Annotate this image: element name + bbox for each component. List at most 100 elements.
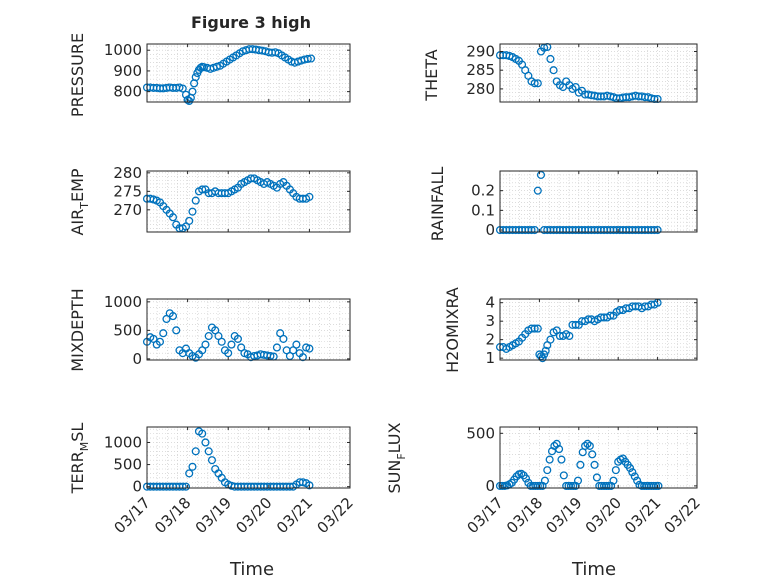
axes-frame xyxy=(146,43,351,103)
grid xyxy=(499,170,698,232)
grid xyxy=(146,427,351,488)
ylabel-air-temp-sub: T xyxy=(78,202,91,210)
data-point xyxy=(588,450,597,459)
data-point xyxy=(536,170,546,179)
data-point xyxy=(521,474,531,483)
data-point xyxy=(168,213,178,222)
data-point xyxy=(543,466,552,475)
data-point xyxy=(571,320,580,329)
data-point xyxy=(178,482,187,491)
y-tick-label: 1000 xyxy=(104,41,142,59)
subplot-mixdepth: 0 500 1000 xyxy=(104,293,351,368)
data-point xyxy=(172,326,181,335)
y-tick-label: 270 xyxy=(113,201,142,219)
y-tick-label: 0.1 xyxy=(471,201,495,219)
data-point xyxy=(530,225,539,235)
y-tick-label: 500 xyxy=(113,456,142,474)
data-point xyxy=(201,438,210,447)
y-tick-label: 1 xyxy=(485,349,495,367)
data-point xyxy=(227,340,236,349)
ylabel-air-temp: AIRTEMP xyxy=(68,168,91,235)
y-tick-label: 285 xyxy=(466,61,495,79)
data-point xyxy=(292,340,301,349)
ylabel-rainfall: RAINFALL xyxy=(428,167,447,242)
series-markers xyxy=(142,427,314,491)
data-point xyxy=(573,476,583,485)
data-point xyxy=(540,476,549,485)
data-point xyxy=(565,331,574,341)
subplot-rainfall: 0 0.10.2 xyxy=(471,170,698,239)
data-point xyxy=(557,455,566,464)
series-markers xyxy=(495,170,662,235)
y-tick-label: 800 xyxy=(113,83,142,101)
data-point xyxy=(201,340,210,349)
data-point xyxy=(306,54,316,63)
data-point xyxy=(569,481,578,490)
ylabel-terr-msl-tail: SL xyxy=(68,423,87,442)
ylabel-sun-flux-main: SUN xyxy=(385,460,404,494)
series-markers xyxy=(495,298,662,363)
data-point xyxy=(581,441,590,450)
y-tick-label: 900 xyxy=(113,62,142,80)
data-point xyxy=(576,460,585,469)
data-point xyxy=(181,482,191,491)
xlabel-time-right: Time xyxy=(571,559,616,580)
data-point xyxy=(546,335,555,344)
y-tick-label: 2 xyxy=(485,331,495,349)
data-point xyxy=(298,478,307,487)
ylabel-sun-flux: SUNFLUX xyxy=(385,422,408,493)
data-point xyxy=(530,79,539,88)
y-tick-label: 0 xyxy=(132,350,142,368)
ylabel-theta: THETA xyxy=(422,49,441,101)
subplot-pressure: 800 900 1000 xyxy=(104,41,351,106)
data-point xyxy=(625,463,635,473)
y-tick-label: 500 xyxy=(113,321,142,339)
data-point xyxy=(609,476,618,485)
axes-frame xyxy=(146,298,351,361)
data-point xyxy=(555,445,564,454)
data-point xyxy=(191,73,200,82)
axes-frame xyxy=(499,298,698,361)
data-point xyxy=(198,185,207,194)
ylabel-sun-flux-sub: F xyxy=(395,453,408,459)
data-point xyxy=(633,476,642,485)
data-point xyxy=(178,84,187,93)
data-point xyxy=(185,469,194,478)
data-point xyxy=(533,186,542,195)
xlabel-time-left: Time xyxy=(229,559,274,580)
y-tick-label: 4 xyxy=(485,294,495,312)
data-point xyxy=(185,216,194,225)
data-point xyxy=(266,351,275,361)
data-point xyxy=(527,225,536,235)
data-point xyxy=(198,429,207,438)
data-point xyxy=(545,455,554,464)
data-point xyxy=(191,196,200,205)
data-point xyxy=(191,447,200,456)
y-tick-label: 1000 xyxy=(104,433,142,451)
ylabel-sun-flux-tail: LUX xyxy=(385,422,404,453)
y-tick-label: 1000 xyxy=(104,293,142,311)
series-markers xyxy=(142,45,316,106)
data-point xyxy=(536,481,545,490)
y-tick-label: 280 xyxy=(113,164,142,182)
data-point xyxy=(188,87,197,96)
axes-frame xyxy=(499,170,698,233)
data-point xyxy=(592,473,601,482)
data-point xyxy=(602,481,611,490)
data-point xyxy=(204,332,213,341)
data-point xyxy=(651,481,661,490)
data-point xyxy=(188,207,197,216)
ylabel-terr-msl-sub: M xyxy=(78,442,91,452)
y-tick-label: 290 xyxy=(466,42,495,60)
data-point xyxy=(606,311,615,320)
data-point xyxy=(533,481,542,490)
ylabel-air-temp-main: AIR xyxy=(68,209,87,236)
data-point xyxy=(585,441,594,450)
axes-frame xyxy=(146,170,351,233)
data-point xyxy=(541,346,550,355)
data-point xyxy=(549,66,558,75)
